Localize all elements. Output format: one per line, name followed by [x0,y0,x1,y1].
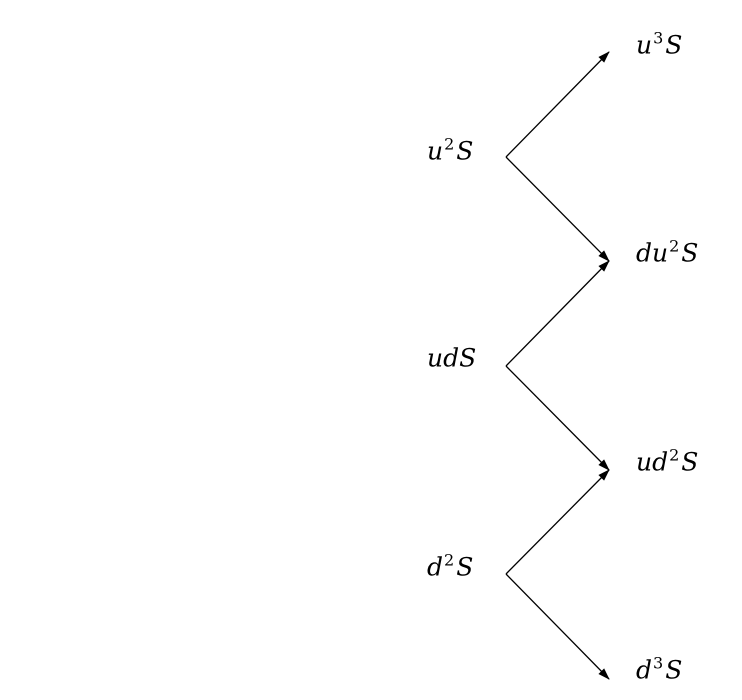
node-du2s-exp: 2 [669,237,679,256]
edge-d2s-to-d3s [506,574,609,679]
edge-uds-to-du2s [506,261,609,366]
node-d3s: d3S [636,658,682,683]
node-d2s-exp: 2 [444,551,454,570]
node-d2s-tail: S [456,553,473,582]
edge-u2s-to-u3s [506,52,609,157]
node-ud2s: ud2S [636,450,698,475]
node-d2s: d2S [427,555,473,580]
node-uds: udS [427,346,476,371]
node-d3s-exp: 3 [653,654,663,673]
node-u3s-base: u [636,31,652,60]
node-u3s-exp: 3 [653,29,663,48]
edge-d2s-to-ud2s [506,470,609,574]
node-uds-base: udS [427,344,476,373]
node-d3s-base: d [636,656,652,685]
edge-u2s-to-du2s [506,157,609,261]
node-du2s-base: du [636,239,668,268]
node-ud2s-base: ud [636,448,668,477]
node-ud2s-tail: S [681,448,698,477]
node-du2s-tail: S [681,239,698,268]
node-u2s: u2S [427,139,473,164]
node-du2s: du2S [636,241,698,266]
node-u3s-tail: S [665,31,682,60]
node-u3s: u3S [636,33,682,58]
node-d3s-tail: S [665,656,682,685]
node-d2s-base: d [427,553,443,582]
node-u2s-exp: 2 [444,135,454,154]
node-u2s-base: u [427,137,443,166]
node-u2s-tail: S [456,137,473,166]
edge-uds-to-ud2s [506,366,609,470]
node-ud2s-exp: 2 [669,446,679,465]
